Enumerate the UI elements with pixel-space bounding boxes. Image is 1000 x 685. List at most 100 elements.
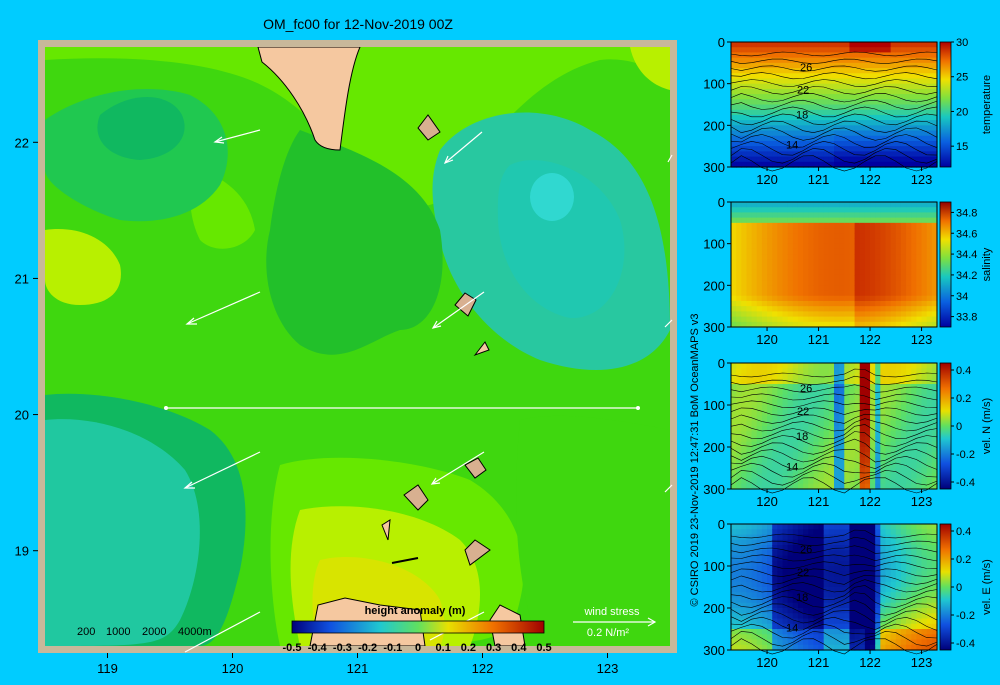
section-cell xyxy=(772,52,778,59)
section-cell xyxy=(792,644,799,651)
section-cell xyxy=(803,238,809,245)
section-cell xyxy=(736,151,742,158)
section-cell xyxy=(792,555,799,562)
section-cell xyxy=(875,109,881,116)
section-cell xyxy=(782,295,789,302)
section-cell xyxy=(849,264,856,271)
section-cell xyxy=(731,618,737,625)
section-cell xyxy=(895,217,902,224)
section-cell xyxy=(746,99,753,106)
section-cell xyxy=(746,592,753,599)
section-cell xyxy=(854,202,861,208)
section-cell xyxy=(926,566,933,572)
section-cell xyxy=(777,639,784,646)
section-cell xyxy=(756,581,763,588)
section-cell xyxy=(803,228,809,234)
section-cell xyxy=(885,618,892,625)
section-cell xyxy=(900,259,907,266)
section-cell xyxy=(813,161,820,168)
section-cell xyxy=(761,394,768,401)
section-cell xyxy=(828,280,835,286)
section-cell xyxy=(823,378,830,385)
section-cell xyxy=(731,639,737,646)
section-cell xyxy=(772,57,778,64)
section-cell xyxy=(880,436,887,443)
section-cell xyxy=(849,42,856,48)
section-cell xyxy=(844,363,851,369)
section-x-tick-label: 120 xyxy=(756,494,778,509)
section-cell xyxy=(828,306,835,312)
section-cell xyxy=(864,151,871,158)
section-cell xyxy=(751,78,758,85)
section-cell xyxy=(900,447,907,453)
section-cell xyxy=(792,634,799,641)
section-cell xyxy=(818,285,825,292)
section-cell xyxy=(931,88,938,95)
section-cell xyxy=(859,524,866,530)
section-cell xyxy=(921,597,928,604)
section-cell xyxy=(885,478,892,485)
section-cell xyxy=(890,399,897,406)
section-cell xyxy=(746,420,753,427)
section-cell xyxy=(844,571,851,578)
section-cell xyxy=(849,608,856,614)
section-cell xyxy=(844,478,851,485)
section-cell xyxy=(885,560,892,567)
section-cell xyxy=(736,125,742,132)
section-cell xyxy=(859,68,866,74)
section-cell xyxy=(772,378,778,385)
section-cell xyxy=(746,73,753,80)
section-cell xyxy=(911,592,917,599)
section-cell xyxy=(818,415,825,422)
section-cell xyxy=(926,576,933,583)
section-cell xyxy=(839,233,845,240)
section-cell xyxy=(921,88,928,95)
section-cell xyxy=(926,623,933,630)
section-cell xyxy=(926,78,933,85)
section-cell xyxy=(864,222,871,229)
section-cell xyxy=(864,57,871,64)
section-cell xyxy=(880,415,887,422)
section-cell xyxy=(926,306,933,312)
section-cell xyxy=(813,550,820,557)
section-cell xyxy=(931,634,938,641)
section-cell xyxy=(931,280,938,286)
section-cell xyxy=(916,524,923,530)
section-cell xyxy=(828,222,835,229)
section-cell xyxy=(761,473,768,480)
section-cell xyxy=(761,534,768,541)
section-cell xyxy=(787,243,794,250)
section-cell xyxy=(813,259,820,266)
section-cell xyxy=(751,478,758,485)
section-cell xyxy=(890,447,897,453)
contour-line xyxy=(730,599,938,616)
section-cell xyxy=(854,629,861,635)
section-cell xyxy=(787,629,794,635)
section-cell xyxy=(777,452,784,459)
section-cell xyxy=(772,99,778,106)
section-cell xyxy=(895,571,902,578)
section-cell xyxy=(890,68,897,74)
section-cell xyxy=(828,78,835,85)
section-cell xyxy=(787,306,794,312)
section-cell xyxy=(741,399,748,406)
section-cell xyxy=(767,389,773,396)
section-cell xyxy=(870,321,876,328)
section-cell xyxy=(926,207,933,214)
section-cell xyxy=(808,42,814,48)
section-cell xyxy=(931,447,938,453)
section-cell xyxy=(931,135,938,142)
section-cell xyxy=(797,52,804,59)
section-cell xyxy=(875,280,881,286)
section-cell xyxy=(895,311,902,318)
section-cell xyxy=(797,378,804,385)
section-cell xyxy=(787,431,794,438)
section-cell xyxy=(797,571,804,578)
section-cell xyxy=(870,420,876,427)
section-cell xyxy=(803,613,809,620)
section-cell xyxy=(885,135,892,142)
section-cell xyxy=(906,363,912,369)
section-cell xyxy=(803,639,809,646)
section-cell xyxy=(731,410,737,417)
section-cell xyxy=(880,259,887,266)
